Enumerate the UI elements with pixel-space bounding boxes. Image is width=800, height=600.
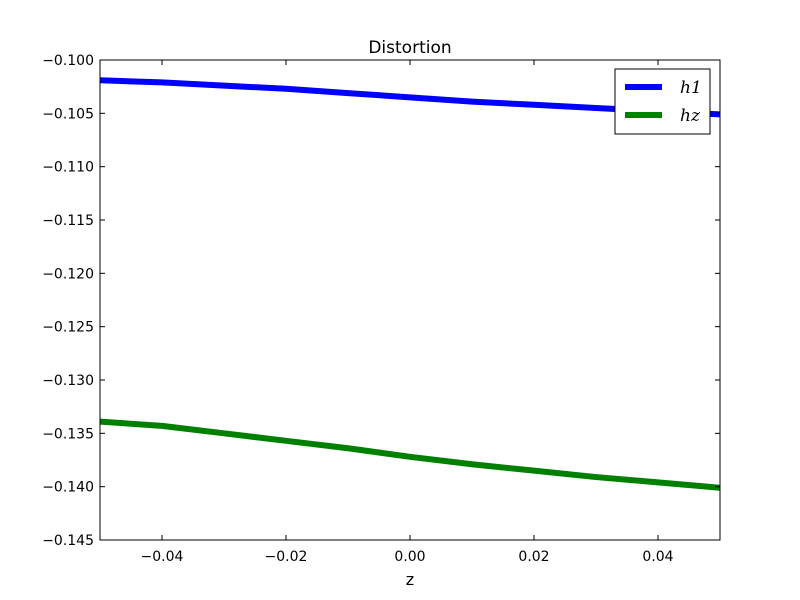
y-tick-label: −0.115 — [42, 213, 94, 229]
legend: h1 hz — [614, 68, 711, 135]
y-tick-label: −0.120 — [42, 266, 94, 282]
y-tick-label: −0.145 — [42, 533, 94, 549]
y-tick-label: −0.110 — [42, 160, 94, 176]
y-tick-label: −0.135 — [42, 426, 94, 442]
x-tick-label: 0.04 — [642, 549, 673, 565]
x-tick-label: −0.04 — [141, 549, 184, 565]
legend-label-hz: hz — [680, 106, 701, 126]
x-tick-label: 0.02 — [518, 549, 549, 565]
tick-layer: −0.04 −0.02 0.00 0.02 0.04 −0.100 −0.105 −0.110… — [42, 53, 720, 565]
legend-box — [614, 68, 711, 135]
x-tick-label: −0.02 — [265, 549, 308, 565]
series-line-hz — [100, 418, 720, 491]
x-axis-label: z — [406, 570, 414, 589]
legend-label-h1: h1 — [680, 78, 702, 98]
y-tick-label: −0.140 — [42, 480, 94, 496]
y-tick-label: −0.105 — [42, 106, 94, 122]
series-layer — [100, 77, 720, 491]
chart-title: Distortion — [368, 38, 451, 58]
y-tick-label: −0.130 — [42, 373, 94, 389]
x-tick-label: 0.00 — [394, 549, 425, 565]
y-tick-label: −0.125 — [42, 320, 94, 336]
y-tick-label: −0.100 — [42, 53, 94, 69]
